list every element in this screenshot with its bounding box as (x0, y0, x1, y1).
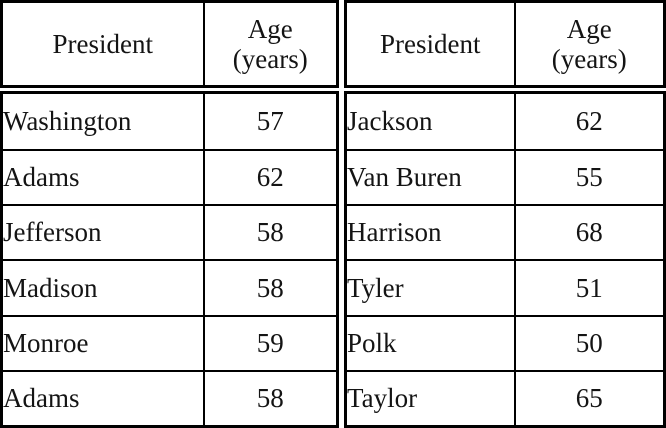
president-name-cell: Adams (0, 369, 205, 428)
age-column-header: Age (years) (513, 0, 666, 94)
table-row: Polk 50 (344, 314, 666, 372)
age-value-cell: 62 (202, 149, 339, 207)
age-header-text: Age (years) (232, 13, 308, 74)
president-name-cell: Taylor (344, 369, 516, 428)
age-value-cell: 50 (513, 314, 666, 372)
table-row: Van Buren 55 (344, 149, 666, 207)
president-name-cell: Tyler (344, 259, 516, 317)
table-row: Jefferson 58 (0, 204, 339, 262)
president-column-header: President (0, 0, 205, 94)
age-value-cell: 58 (202, 259, 339, 317)
president-column-header: President (344, 0, 516, 94)
table-row: Tyler 51 (344, 259, 666, 317)
presidents-table-right: President Age (years) Jackson 62 Van Bur… (344, 0, 666, 428)
presidents-table-left: President Age (years) Washington 57 Adam… (0, 0, 339, 428)
age-value-cell: 51 (513, 259, 666, 317)
age-value-cell: 57 (202, 88, 339, 152)
age-value-cell: 65 (513, 369, 666, 428)
table-row: Adams 62 (0, 149, 339, 207)
table-row: Washington 57 (0, 88, 339, 152)
president-name-cell: Adams (0, 149, 205, 207)
age-column-header: Age (years) (202, 0, 339, 94)
president-name-cell: Harrison (344, 204, 516, 262)
header-row: President Age (years) (0, 0, 339, 94)
table-row: Adams 58 (0, 369, 339, 428)
table-row: Taylor 65 (344, 369, 666, 428)
age-header-text: Age (years) (551, 13, 627, 74)
age-value-cell: 58 (202, 204, 339, 262)
age-value-cell: 62 (513, 88, 666, 152)
president-name-cell: Washington (0, 88, 205, 152)
age-value-cell: 55 (513, 149, 666, 207)
table-row: Madison 58 (0, 259, 339, 317)
header-row: President Age (years) (344, 0, 666, 94)
president-name-cell: Madison (0, 259, 205, 317)
president-name-cell: Monroe (0, 314, 205, 372)
president-name-cell: Jackson (344, 88, 516, 152)
age-value-cell: 68 (513, 204, 666, 262)
age-value-cell: 58 (202, 369, 339, 428)
president-name-cell: Van Buren (344, 149, 516, 207)
table-row: Jackson 62 (344, 88, 666, 152)
age-value-cell: 59 (202, 314, 339, 372)
table-row: Monroe 59 (0, 314, 339, 372)
president-name-cell: Jefferson (0, 204, 205, 262)
table-row: Harrison 68 (344, 204, 666, 262)
president-name-cell: Polk (344, 314, 516, 372)
